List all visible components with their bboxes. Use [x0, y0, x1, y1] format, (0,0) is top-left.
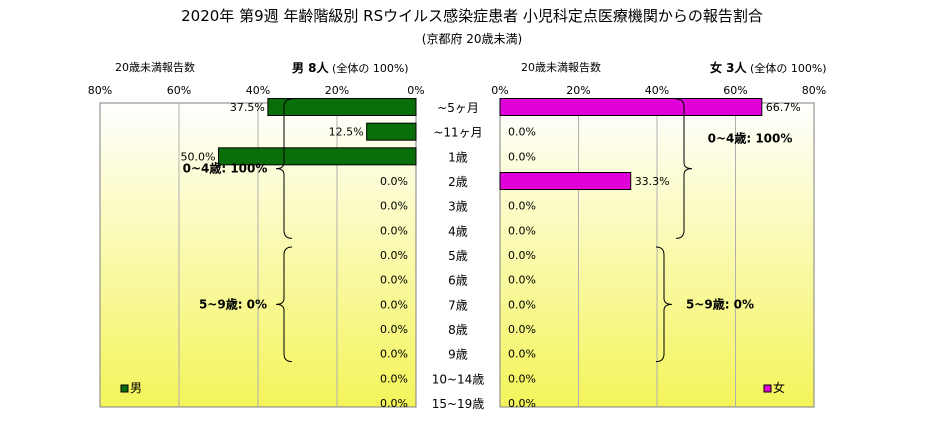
- category-label: 9歳: [448, 348, 468, 362]
- category-label: 5歳: [448, 249, 468, 263]
- female-data-label: 0.0%: [508, 126, 536, 139]
- category-label: ~11ヶ月: [433, 126, 482, 140]
- male-tick-label: 40%: [246, 84, 270, 97]
- chart-title: 2020年 第9週 年齢階級別 RSウイルス感染症患者 小児科定点医療機関からの…: [181, 7, 763, 25]
- male-data-label: 0.0%: [380, 323, 408, 336]
- male-count: 男 8人: [292, 61, 329, 75]
- female-data-label: 0.0%: [508, 150, 536, 163]
- male-data-label: 0.0%: [380, 249, 408, 262]
- male-data-label: 0.0%: [380, 175, 408, 188]
- female-tick-label: 0%: [491, 84, 508, 97]
- female-tick-label: 80%: [802, 84, 826, 97]
- category-label: 3歳: [448, 200, 468, 214]
- category-label: 1歳: [448, 150, 468, 164]
- female-data-label: 0.0%: [508, 249, 536, 262]
- male-data-label: 0.0%: [380, 224, 408, 237]
- category-label: ~5ヶ月: [437, 101, 479, 115]
- female-5-9-brace: [655, 246, 673, 363]
- female-data-label: 66.7%: [766, 101, 801, 114]
- male-bar: [366, 122, 417, 141]
- male-tick-label: 60%: [167, 84, 191, 97]
- female-data-label: 0.0%: [508, 323, 536, 336]
- male-0-4-brace: [275, 98, 293, 239]
- male-bar: [267, 98, 417, 116]
- female-tick-label: 60%: [723, 84, 747, 97]
- category-label: 10~14歳: [432, 372, 485, 386]
- category-label: 2歳: [448, 175, 468, 189]
- female-legend-label: 女: [773, 380, 785, 395]
- male-5-9-brace: [275, 246, 293, 363]
- female-tick-label: 20%: [566, 84, 590, 97]
- right-count-label: 20歳未満報告数: [521, 61, 601, 74]
- male-data-label: 12.5%: [329, 126, 364, 139]
- male-data-label: 0.0%: [380, 200, 408, 213]
- chart-subtitle: (京都府 20歳未満): [421, 32, 523, 46]
- male-legend-swatch: [120, 384, 129, 393]
- female-data-label: 0.0%: [508, 397, 536, 410]
- male-bar: [218, 147, 417, 166]
- female-data-label: 0.0%: [508, 224, 536, 237]
- male-total-note: (全体の 100%): [332, 62, 409, 75]
- female-count: 女 3人: [710, 61, 747, 75]
- female-legend-swatch: [763, 384, 772, 393]
- male-data-label: 50.0%: [181, 150, 216, 163]
- female-data-label: 0.0%: [508, 274, 536, 287]
- female-total-note: (全体の 100%): [750, 62, 827, 75]
- female-bar: [499, 172, 632, 190]
- female-0-4-brace: [675, 98, 693, 239]
- female-data-label: 0.0%: [508, 348, 536, 361]
- male-5-9-annotation: 5~9歳: 0%: [199, 296, 267, 311]
- category-label: 7歳: [448, 298, 468, 312]
- male-data-label: 0.0%: [380, 274, 408, 287]
- male-tick-label: 0%: [407, 84, 424, 97]
- male-tick-label: 80%: [88, 84, 112, 97]
- female-data-label: 0.0%: [508, 372, 536, 385]
- female-total-label: 女 3人 (全体の 100%): [710, 59, 827, 76]
- left-count-label: 20歳未満報告数: [115, 61, 195, 74]
- male-tick-label: 20%: [325, 84, 349, 97]
- male-total-label: 男 8人 (全体の 100%): [292, 59, 409, 76]
- female-0-4-annotation: 0~4歳: 100%: [708, 131, 793, 146]
- female-5-9-annotation: 5~9歳: 0%: [686, 296, 754, 311]
- male-data-label: 0.0%: [380, 372, 408, 385]
- male-legend-label: 男: [130, 381, 142, 395]
- category-label: 8歳: [448, 323, 468, 337]
- male-data-label: 37.5%: [230, 101, 265, 114]
- female-data-label: 0.0%: [508, 200, 536, 213]
- male-data-label: 0.0%: [380, 298, 408, 311]
- female-bar: [499, 98, 763, 116]
- category-label: 15~19歳: [432, 397, 485, 411]
- female-data-label: 33.3%: [635, 175, 670, 188]
- male-data-label: 0.0%: [380, 397, 408, 410]
- female-tick-label: 40%: [645, 84, 669, 97]
- female-data-label: 0.0%: [508, 298, 536, 311]
- category-label: 4歳: [448, 224, 468, 238]
- category-label: 6歳: [448, 274, 468, 288]
- male-0-4-annotation: 0~4歳: 100%: [183, 161, 268, 176]
- male-data-label: 0.0%: [380, 348, 408, 361]
